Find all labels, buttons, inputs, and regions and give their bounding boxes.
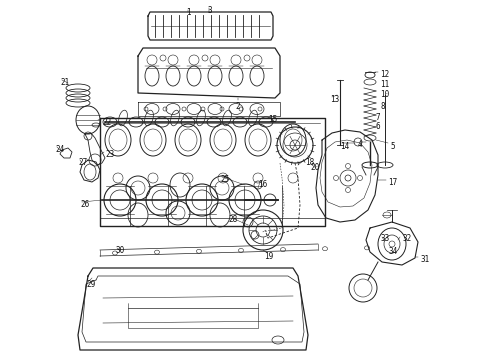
- Text: 23: 23: [105, 150, 114, 159]
- Text: 7: 7: [375, 113, 380, 122]
- Text: 13: 13: [330, 95, 339, 104]
- Text: 17: 17: [388, 178, 397, 187]
- Text: 6: 6: [375, 122, 380, 131]
- Text: 15: 15: [268, 115, 277, 124]
- Text: 12: 12: [380, 70, 389, 79]
- Text: 34: 34: [388, 247, 397, 256]
- Text: 10: 10: [380, 90, 389, 99]
- Text: 16: 16: [258, 180, 267, 189]
- Text: 32: 32: [402, 234, 411, 243]
- Text: 5: 5: [390, 142, 394, 151]
- Text: 1: 1: [186, 8, 191, 17]
- Text: 24: 24: [55, 145, 64, 154]
- Text: 33: 33: [380, 234, 389, 243]
- Text: 14: 14: [340, 142, 349, 151]
- Text: 25: 25: [220, 175, 229, 184]
- Text: 26: 26: [80, 200, 89, 209]
- Text: 21: 21: [60, 78, 69, 87]
- Text: 18: 18: [305, 158, 314, 167]
- Text: 3: 3: [207, 6, 212, 15]
- Text: 22: 22: [102, 118, 111, 127]
- Text: 4: 4: [358, 140, 363, 149]
- Text: 11: 11: [380, 80, 389, 89]
- Text: 27: 27: [78, 158, 87, 167]
- Text: 8: 8: [380, 102, 385, 111]
- Text: 29: 29: [86, 280, 95, 289]
- Text: 31: 31: [420, 255, 429, 264]
- Text: 2: 2: [236, 102, 240, 111]
- Text: 30: 30: [115, 246, 124, 255]
- Text: 19: 19: [264, 252, 273, 261]
- Text: 28: 28: [228, 215, 237, 224]
- Text: 20: 20: [310, 163, 319, 172]
